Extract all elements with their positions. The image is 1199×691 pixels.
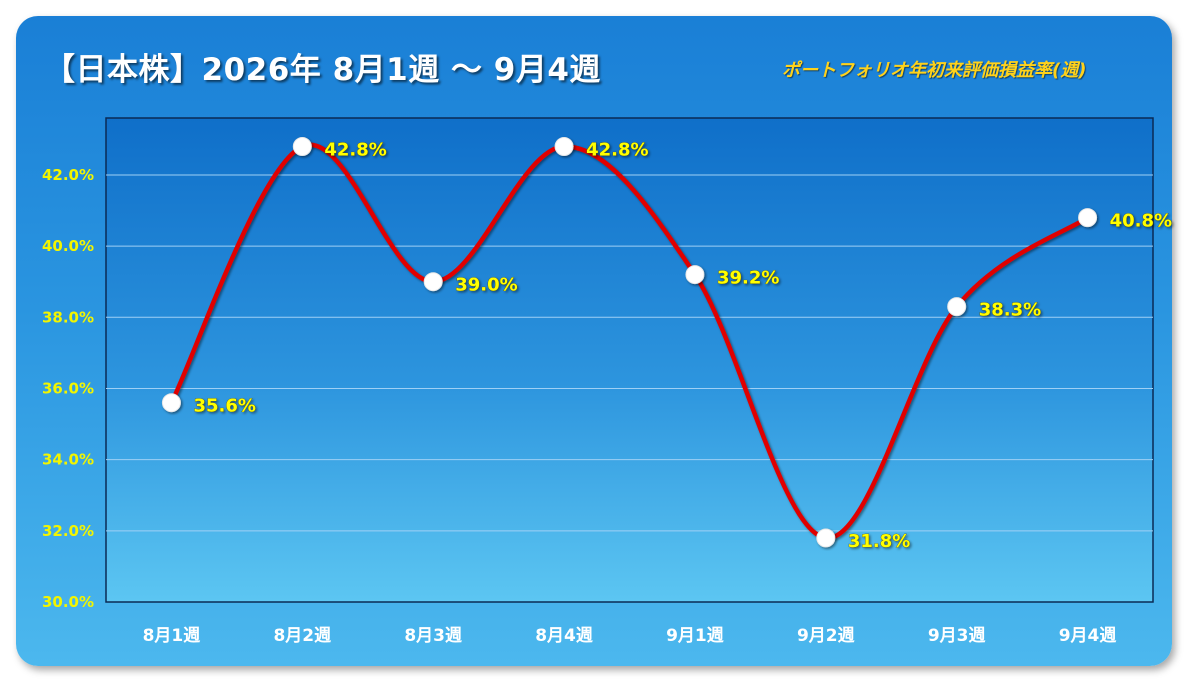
y-tick-label: 30.0%	[42, 593, 94, 611]
y-tick-label: 42.0%	[42, 166, 94, 184]
chart-title: 【日本株】2026年 8月1週 ～ 9月4週	[44, 52, 601, 88]
y-tick-label: 32.0%	[42, 522, 94, 540]
data-label: 42.8%	[586, 139, 648, 160]
data-point	[816, 528, 836, 548]
data-point	[161, 393, 181, 413]
y-tick-label: 38.0%	[42, 308, 94, 326]
data-point	[554, 136, 574, 156]
x-tick-label: 9月1週	[666, 626, 724, 646]
data-label: 42.8%	[324, 139, 386, 160]
data-point	[292, 136, 312, 156]
data-label: 35.6%	[193, 396, 255, 417]
plot-area	[105, 117, 1154, 603]
data-point	[947, 297, 967, 317]
x-tick-label: 9月3週	[928, 626, 986, 646]
x-tick-label: 8月4週	[535, 626, 593, 646]
y-tick-label: 40.0%	[42, 237, 94, 255]
data-point	[685, 265, 705, 285]
data-label: 31.8%	[848, 531, 910, 552]
x-tick-label: 8月1週	[143, 626, 201, 646]
data-label: 40.8%	[1110, 211, 1172, 232]
x-tick-label: 9月4週	[1059, 626, 1117, 646]
x-tick-label: 8月3週	[404, 626, 462, 646]
x-tick-label: 8月2週	[273, 626, 331, 646]
y-tick-label: 36.0%	[42, 379, 94, 397]
y-tick-label: 34.0%	[42, 451, 94, 469]
x-tick-label: 9月2週	[797, 626, 855, 646]
data-point	[1078, 208, 1098, 228]
data-point	[423, 272, 443, 292]
chart-subtitle: ポートフォリオ年初来評価損益率(週)	[782, 60, 1087, 81]
data-label: 39.2%	[717, 268, 779, 289]
data-label: 38.3%	[979, 300, 1041, 321]
data-label: 39.0%	[455, 275, 517, 296]
